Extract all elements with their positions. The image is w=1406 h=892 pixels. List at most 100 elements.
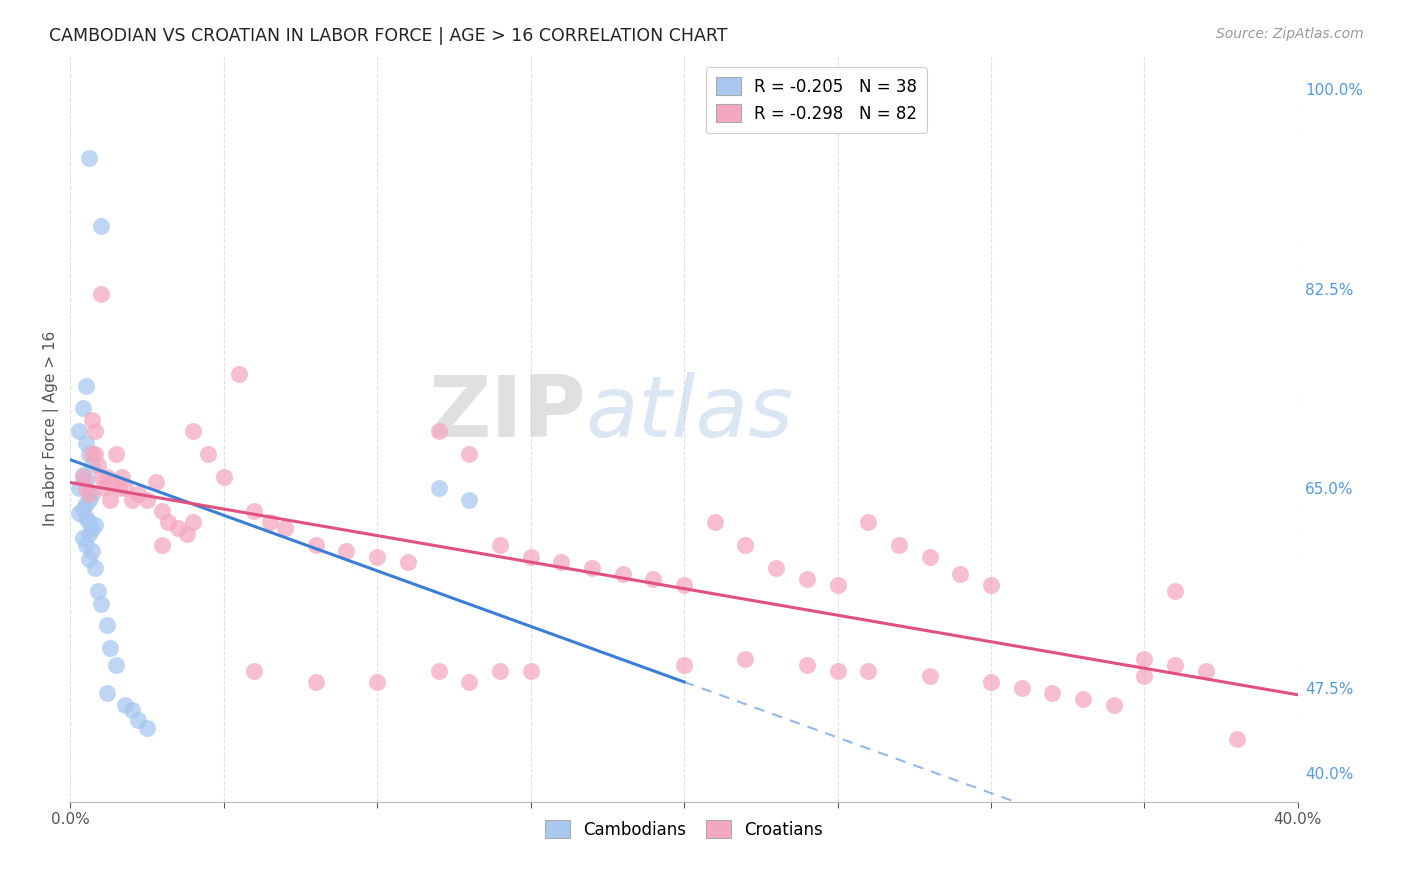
Point: [980, 674, 1002, 689]
Point: [75, 378, 97, 392]
Point: [108, 481, 131, 495]
Point: [1195, 664, 1218, 678]
Point: [103, 475, 125, 490]
Point: [228, 368, 250, 382]
Point: [458, 447, 481, 461]
Point: [827, 664, 849, 678]
Point: [489, 664, 512, 678]
Point: [87, 458, 110, 473]
Point: [127, 713, 149, 727]
Point: [96, 686, 118, 700]
Text: atlas: atlas: [586, 372, 794, 455]
Point: [90, 470, 112, 484]
Point: [458, 492, 481, 507]
Point: [305, 538, 328, 552]
Point: [243, 664, 266, 678]
Point: [77, 487, 100, 501]
Point: [75, 511, 97, 525]
Point: [949, 566, 972, 581]
Point: [519, 549, 541, 564]
Point: [643, 572, 665, 586]
Point: [366, 674, 388, 689]
Point: [136, 721, 159, 735]
Point: [581, 561, 603, 575]
Point: [114, 481, 136, 495]
Point: [427, 664, 450, 678]
Point: [75, 538, 97, 552]
Point: [83, 517, 105, 532]
Point: [77, 552, 100, 566]
Point: [673, 657, 696, 672]
Point: [150, 504, 173, 518]
Point: [93, 481, 115, 495]
Point: [75, 497, 97, 511]
Point: [83, 447, 105, 461]
Point: [796, 657, 818, 672]
Point: [918, 549, 941, 564]
Point: [197, 447, 219, 461]
Point: [673, 578, 696, 592]
Point: [305, 674, 328, 689]
Point: [87, 583, 110, 598]
Point: [90, 598, 112, 612]
Point: [734, 538, 756, 552]
Point: [887, 538, 910, 552]
Point: [67, 424, 90, 438]
Point: [1133, 669, 1156, 683]
Y-axis label: In Labor Force | Age > 16: In Labor Force | Age > 16: [44, 331, 59, 526]
Point: [366, 549, 388, 564]
Point: [121, 492, 143, 507]
Point: [157, 516, 180, 530]
Point: [75, 473, 97, 487]
Point: [80, 522, 103, 536]
Point: [80, 487, 103, 501]
Point: [145, 475, 167, 490]
Point: [212, 470, 235, 484]
Point: [72, 467, 94, 482]
Point: [136, 492, 159, 507]
Point: [98, 492, 121, 507]
Point: [1011, 681, 1033, 695]
Point: [72, 470, 94, 484]
Point: [827, 578, 849, 592]
Point: [489, 538, 512, 552]
Point: [1225, 731, 1247, 746]
Point: [427, 424, 450, 438]
Point: [83, 561, 105, 575]
Point: [80, 544, 103, 558]
Point: [98, 640, 121, 655]
Point: [259, 516, 281, 530]
Point: [703, 516, 725, 530]
Point: [80, 458, 103, 473]
Text: Source: ZipAtlas.com: Source: ZipAtlas.com: [1216, 27, 1364, 41]
Legend: Cambodians, Croatians: Cambodians, Croatians: [538, 814, 830, 846]
Point: [1102, 698, 1125, 712]
Point: [72, 401, 94, 416]
Point: [121, 703, 143, 717]
Point: [1164, 583, 1187, 598]
Point: [858, 516, 880, 530]
Point: [127, 487, 149, 501]
Point: [111, 470, 134, 484]
Point: [77, 151, 100, 165]
Point: [796, 572, 818, 586]
Point: [75, 435, 97, 450]
Point: [243, 504, 266, 518]
Point: [181, 424, 204, 438]
Point: [67, 506, 90, 520]
Point: [519, 664, 541, 678]
Point: [105, 447, 128, 461]
Point: [612, 566, 634, 581]
Text: CAMBODIAN VS CROATIAN IN LABOR FORCE | AGE > 16 CORRELATION CHART: CAMBODIAN VS CROATIAN IN LABOR FORCE | A…: [49, 27, 728, 45]
Point: [150, 538, 173, 552]
Text: ZIP: ZIP: [427, 372, 586, 455]
Point: [77, 492, 100, 507]
Point: [1071, 692, 1094, 706]
Point: [858, 664, 880, 678]
Point: [765, 561, 787, 575]
Point: [396, 555, 419, 569]
Point: [83, 424, 105, 438]
Point: [77, 526, 100, 541]
Point: [1042, 686, 1064, 700]
Point: [67, 481, 90, 495]
